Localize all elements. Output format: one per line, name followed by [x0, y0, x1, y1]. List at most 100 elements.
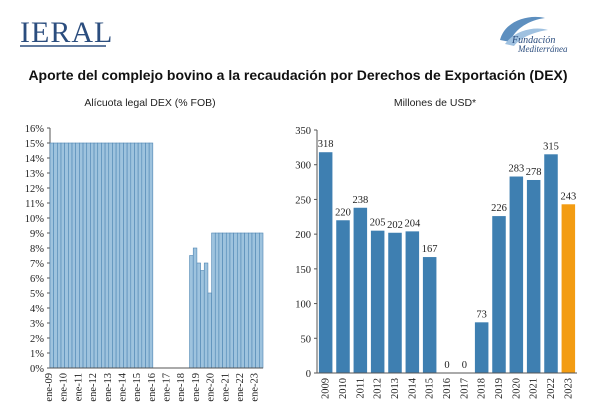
- bar: [248, 232, 253, 369]
- value-label: 167: [422, 244, 438, 255]
- bar: [244, 232, 249, 369]
- bar: [93, 142, 99, 369]
- bar: [75, 142, 80, 369]
- bar: [255, 232, 260, 369]
- value-label: 0: [462, 360, 467, 371]
- x-tick-label: ene-13: [103, 373, 114, 402]
- bar: [68, 142, 73, 369]
- x-tick-label: ene-21: [220, 373, 231, 402]
- x-tick-label: ene-18: [176, 373, 187, 402]
- logo-swoosh: [500, 16, 545, 42]
- value-label: 204: [404, 218, 421, 229]
- bar: [71, 142, 77, 369]
- bar: [123, 142, 128, 369]
- bar: [97, 142, 102, 369]
- x-tick-label: ene-15: [132, 373, 143, 402]
- logo-swoosh: [505, 28, 548, 46]
- bar: [60, 142, 65, 369]
- x-tick-label: ene-23: [250, 373, 261, 402]
- bar: [225, 232, 231, 369]
- x-tick-label: 2012: [373, 378, 384, 399]
- y-tick-label: 6%: [30, 274, 44, 285]
- bar: [148, 142, 154, 369]
- x-tick-label: 2011: [355, 378, 366, 399]
- bar: [101, 142, 106, 369]
- x-tick-label: 2017: [459, 378, 470, 399]
- x-tick-label: ene-09: [44, 373, 55, 402]
- x-tick-label: 2010: [338, 378, 349, 399]
- y-tick-label: 9%: [30, 229, 44, 240]
- bar: [64, 142, 69, 369]
- bar: [192, 247, 198, 369]
- bar: [189, 255, 194, 369]
- bar: [200, 270, 205, 369]
- x-tick-label: 2013: [390, 378, 401, 399]
- value-label: 0: [444, 360, 449, 371]
- logo-left: IERAL: [20, 16, 113, 49]
- x-tick-label: ene-12: [88, 373, 99, 402]
- bar: [218, 232, 223, 369]
- value-label: 202: [387, 220, 403, 231]
- x-tick-label: 2015: [425, 378, 436, 399]
- x-tick-label: 2022: [546, 378, 557, 399]
- bar: [492, 216, 506, 373]
- bar: [474, 322, 489, 373]
- bar: [112, 142, 117, 369]
- y-tick-label: 7%: [30, 259, 44, 270]
- y-tick-label: 3%: [30, 319, 44, 330]
- value-label: 73: [476, 309, 487, 320]
- bar: [53, 142, 58, 369]
- bar: [422, 257, 437, 373]
- bar: [79, 142, 84, 369]
- bar: [405, 231, 420, 373]
- y-tick-label: 0: [306, 369, 311, 380]
- bar: [240, 232, 245, 369]
- bar: [370, 230, 385, 373]
- y-tick-label: 10%: [25, 214, 45, 225]
- bar: [141, 142, 146, 369]
- y-tick-label: 15%: [25, 139, 45, 150]
- y-tick-label: 50: [301, 334, 312, 345]
- bar: [57, 142, 62, 369]
- x-tick-label: 2018: [477, 378, 488, 399]
- y-tick-label: 5%: [30, 289, 44, 300]
- x-tick-label: ene-20: [206, 373, 217, 402]
- bar: [203, 262, 209, 369]
- bar: [130, 142, 135, 369]
- bar: [115, 142, 121, 369]
- bar: [388, 232, 402, 373]
- bar: [207, 292, 212, 369]
- y-tick-label: 11%: [25, 199, 44, 210]
- y-tick-label: 200: [295, 230, 311, 241]
- value-label: 318: [318, 139, 334, 150]
- chart-title: Millones de USD*: [394, 97, 476, 109]
- y-tick-label: 350: [295, 126, 311, 137]
- bar: [90, 142, 95, 369]
- y-tick-label: 14%: [25, 154, 45, 165]
- value-label: 243: [560, 191, 576, 202]
- y-tick-label: 13%: [25, 169, 45, 180]
- value-label: 278: [526, 167, 542, 178]
- bar: [196, 262, 201, 369]
- x-tick-label: 2009: [321, 378, 332, 399]
- bar: [126, 142, 132, 369]
- value-label: 226: [491, 203, 507, 214]
- value-label: 283: [508, 164, 524, 175]
- y-tick-label: 12%: [25, 184, 45, 195]
- value-label: 238: [352, 195, 368, 206]
- bar: [336, 220, 350, 373]
- x-tick-label: 2023: [563, 378, 574, 399]
- x-tick-label: ene-19: [191, 373, 202, 402]
- y-tick-label: 16%: [25, 124, 45, 135]
- x-tick-label: 2014: [407, 377, 418, 399]
- x-tick-label: 2020: [511, 378, 522, 399]
- x-tick-label: 2021: [529, 378, 540, 399]
- bar: [229, 232, 234, 369]
- logo-text: Fundación: [511, 35, 555, 46]
- x-tick-label: ene-22: [235, 373, 246, 402]
- bar: [214, 232, 220, 369]
- x-tick-label: ene-17: [162, 373, 173, 402]
- logo-text: IERAL: [20, 16, 113, 49]
- y-tick-label: 4%: [30, 304, 44, 315]
